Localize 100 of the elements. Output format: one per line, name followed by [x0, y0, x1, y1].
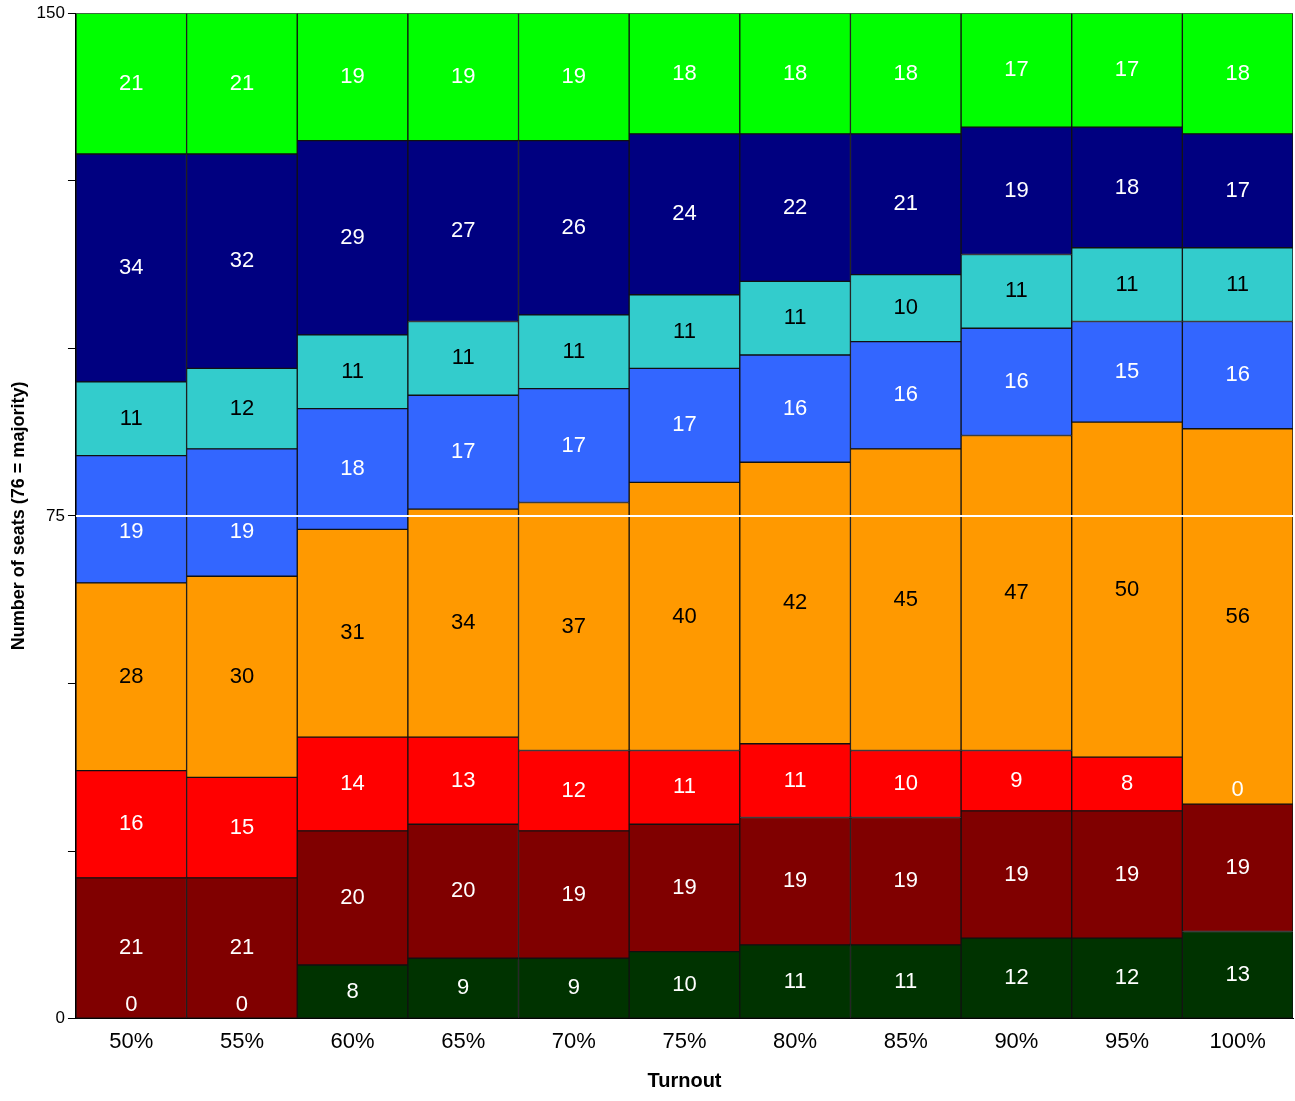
data-label: 21: [119, 934, 144, 960]
data-label: 16: [119, 810, 144, 836]
x-tick-label: 95%: [1105, 1027, 1150, 1053]
data-label: 11: [894, 967, 918, 993]
data-label: 19: [561, 62, 587, 88]
data-label: 9: [457, 974, 470, 1000]
data-label: 8: [346, 977, 359, 1003]
data-label: 21: [229, 69, 255, 95]
data-label: 11: [562, 337, 586, 363]
y-tick-label: 75: [46, 505, 65, 525]
x-tick-label: 85%: [883, 1027, 928, 1053]
data-label: 14: [340, 770, 365, 796]
data-label: 11: [783, 967, 807, 993]
data-label: 18: [782, 59, 808, 85]
data-label: 17: [1114, 56, 1140, 82]
data-label: 20: [450, 877, 476, 903]
data-label: 11: [1004, 277, 1028, 303]
x-tick-label: 75%: [662, 1027, 707, 1053]
data-label: 15: [1114, 357, 1140, 383]
data-label: 11: [673, 773, 696, 799]
data-label: 11: [1115, 270, 1139, 296]
data-label: 9: [1010, 766, 1023, 792]
data-label: 21: [119, 69, 144, 95]
x-tick-label: 65%: [441, 1027, 486, 1053]
data-label: 17: [1004, 56, 1029, 82]
data-label: 12: [1114, 964, 1140, 990]
data-label: 18: [1114, 173, 1140, 199]
data-label: 10: [893, 294, 918, 320]
data-label: 16: [1225, 361, 1250, 387]
data-label: 19: [1004, 176, 1029, 202]
data-label: 19: [340, 62, 365, 88]
data-label: 11: [673, 317, 696, 343]
data-label: 24: [672, 200, 697, 226]
data-label: 32: [229, 247, 255, 273]
data-label: 45: [893, 585, 918, 611]
x-tick-label: 100%: [1209, 1027, 1266, 1053]
data-label: 20: [340, 884, 365, 910]
data-label: 19: [1004, 860, 1029, 886]
data-label: 21: [229, 934, 255, 960]
data-label: 37: [561, 612, 587, 638]
data-label: 16: [893, 381, 918, 407]
data-label: 17: [1225, 176, 1250, 202]
data-label: 19: [1114, 860, 1140, 886]
data-label: 8: [1120, 770, 1134, 796]
data-label: 19: [229, 517, 255, 543]
data-label: 22: [782, 193, 808, 219]
data-label: 30: [229, 662, 255, 688]
data-label: 17: [561, 431, 587, 457]
x-tick-label: 70%: [551, 1027, 596, 1053]
data-label: 29: [340, 223, 365, 249]
data-label: 17: [450, 438, 476, 464]
data-label: 19: [1225, 853, 1250, 879]
data-label: 21: [893, 190, 918, 216]
data-label: 42: [782, 589, 808, 615]
y-tick-label: 0: [55, 1008, 65, 1028]
data-label: 26: [561, 213, 587, 239]
data-label: 34: [119, 253, 144, 279]
x-tick-label: 80%: [773, 1027, 818, 1053]
data-label: 0: [125, 990, 138, 1016]
y-tick-label: 150: [36, 2, 65, 22]
x-axis-title: Turnout: [647, 1068, 722, 1091]
data-label: 12: [229, 394, 255, 420]
data-label: 11: [341, 357, 364, 383]
data-label: 31: [340, 619, 365, 645]
data-label: 0: [235, 990, 249, 1016]
data-label: 18: [340, 455, 365, 481]
data-label: 18: [672, 59, 697, 85]
x-tick-label: 90%: [994, 1027, 1039, 1053]
data-label: 19: [561, 880, 587, 906]
data-label: 27: [450, 217, 476, 243]
x-tick-label: 50%: [109, 1027, 154, 1053]
data-label: 9: [567, 974, 580, 1000]
data-label: 16: [782, 394, 808, 420]
data-label: 11: [783, 304, 807, 330]
data-label: 12: [561, 776, 587, 802]
data-label: 50: [1114, 575, 1140, 601]
data-label: 11: [451, 344, 475, 370]
data-label: 10: [893, 770, 918, 796]
data-label: 40: [672, 602, 697, 628]
data-label: 17: [672, 411, 697, 437]
x-tick-label: 60%: [330, 1027, 375, 1053]
data-label: 19: [893, 867, 918, 893]
data-label: 19: [450, 62, 476, 88]
data-label: 13: [1225, 960, 1250, 986]
data-label: 12: [1004, 964, 1029, 990]
data-label: 28: [119, 662, 144, 688]
data-label: 16: [1004, 367, 1029, 393]
data-label: 47: [1004, 579, 1029, 605]
data-label: 0: [1231, 776, 1244, 802]
data-label: 11: [119, 404, 143, 430]
data-label: 10: [672, 970, 697, 996]
data-label: 18: [1225, 59, 1250, 85]
data-label: 15: [229, 813, 255, 839]
x-tick-label: 55%: [219, 1027, 264, 1053]
y-axis-title: Number of seats (76 = majority): [7, 381, 28, 651]
data-label: 19: [119, 517, 144, 543]
data-label: 18: [893, 59, 918, 85]
data-label: 19: [672, 873, 697, 899]
data-label: 11: [783, 766, 807, 792]
data-label: 19: [782, 867, 808, 893]
